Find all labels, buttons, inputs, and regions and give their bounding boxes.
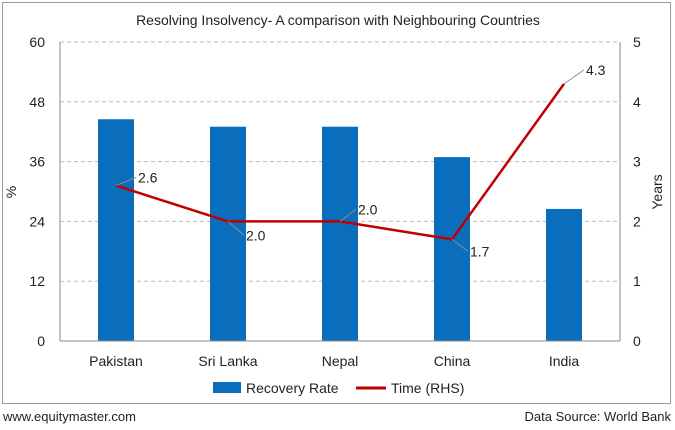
x-tick-label: Sri Lanka — [198, 353, 257, 369]
y-tick-label: 0 — [37, 333, 45, 349]
x-tick-label: Nepal — [322, 353, 359, 369]
data-label: 2.0 — [246, 227, 266, 243]
y-axis-label: % — [3, 186, 19, 198]
y-tick-label: 60 — [29, 34, 45, 50]
y2-tick-label: 5 — [633, 34, 641, 50]
x-tick-label: Pakistan — [89, 353, 143, 369]
bar-nepal — [322, 126, 358, 341]
data-label-leader — [115, 177, 137, 186]
legend-label-time: Time (RHS) — [391, 380, 464, 396]
chart-frame — [2, 2, 671, 404]
legend-swatch-recovery-rate — [213, 382, 241, 393]
y-tick-label: 12 — [29, 273, 45, 289]
y2-tick-label: 0 — [633, 333, 641, 349]
data-label: 4.3 — [586, 62, 606, 78]
x-tick-label: China — [434, 353, 471, 369]
data-label-leader — [451, 238, 469, 252]
bar-china — [434, 157, 470, 341]
bar-sri-lanka — [210, 126, 246, 341]
y2-tick-label: 3 — [633, 154, 641, 170]
bar-pakistan — [98, 119, 134, 341]
data-label-leader — [563, 69, 585, 85]
footer-data-source: Data Source: World Bank — [524, 409, 671, 424]
chart: Resolving Insolvency- A comparison with … — [3, 12, 665, 396]
y2-axis-label: Years — [649, 174, 665, 209]
legend-label-recovery-rate: Recovery Rate — [246, 380, 339, 396]
data-label: 2.6 — [138, 170, 158, 186]
bar-india — [546, 208, 582, 341]
y-tick-label: 48 — [29, 94, 45, 110]
y2-tick-label: 2 — [633, 213, 641, 229]
y-tick-label: 36 — [29, 154, 45, 170]
x-tick-label: India — [549, 353, 580, 369]
data-label: 1.7 — [470, 243, 490, 259]
data-label: 2.0 — [358, 201, 378, 217]
y2-tick-label: 1 — [633, 273, 641, 289]
footer-site: www.equitymaster.com — [3, 409, 136, 424]
y-tick-label: 24 — [29, 213, 45, 229]
y2-tick-label: 4 — [633, 94, 641, 110]
data-label-leader — [339, 208, 357, 222]
chart-title: Resolving Insolvency- A comparison with … — [136, 12, 540, 28]
data-label-leader — [227, 221, 245, 236]
